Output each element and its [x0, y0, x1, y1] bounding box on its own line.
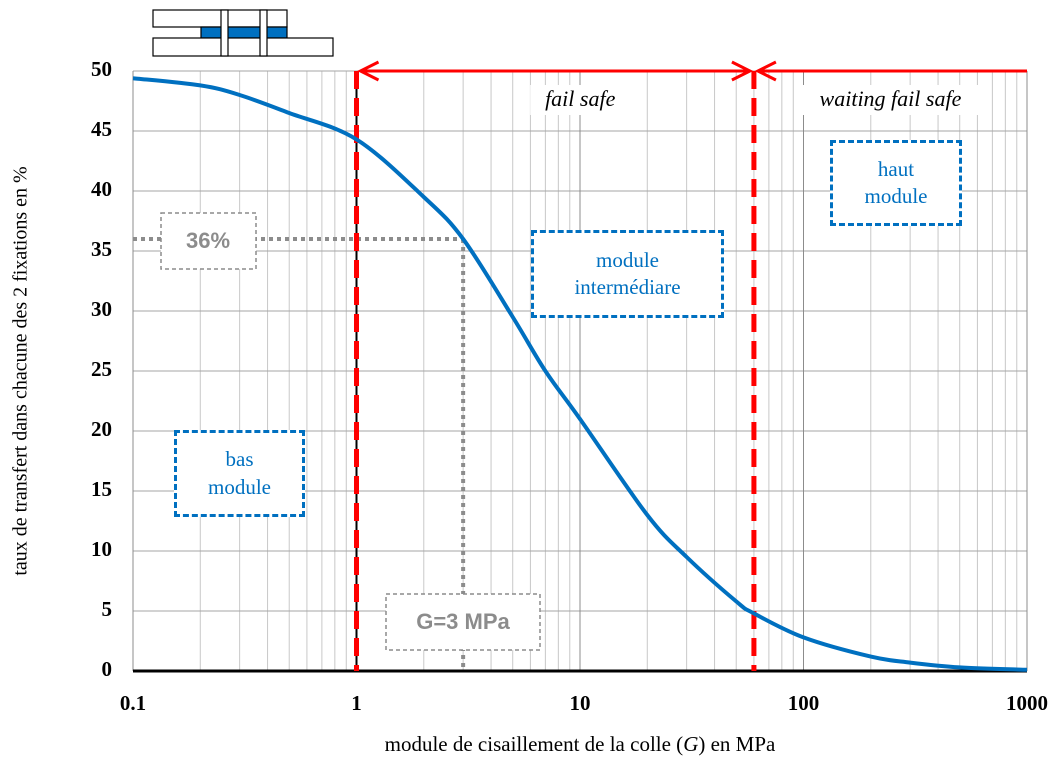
region-label: waiting fail safe	[820, 86, 962, 111]
x-tick-label: 1000	[1006, 691, 1048, 715]
y-tick-label: 25	[91, 357, 112, 381]
curve	[132, 76, 1028, 672]
box-line: intermédiare	[574, 275, 681, 299]
x-axis-label: module de cisaillement de la colle (G) e…	[385, 732, 776, 756]
reference-box	[160, 212, 257, 270]
x-axis-label-part: ) en MPa	[698, 732, 776, 756]
y-tick-label: 20	[91, 417, 112, 441]
y-tick-label: 30	[91, 297, 112, 321]
arrow-head	[731, 60, 754, 82]
reference-label: 36%	[186, 228, 230, 253]
x-tick-label: 10	[570, 691, 591, 715]
reference-label: G=3 MPa	[416, 609, 510, 634]
region-label-bg	[530, 85, 631, 115]
box-line: bas	[225, 447, 254, 472]
region-label: fail safe	[545, 86, 616, 111]
box-line: module	[208, 474, 271, 499]
y-tick-label: 35	[91, 237, 112, 261]
reference-box	[385, 593, 541, 651]
box-line: haut	[877, 156, 915, 181]
arrow-head	[754, 60, 777, 82]
arrow-head	[357, 60, 380, 82]
icon	[152, 9, 334, 57]
x-axis-label-part: module de cisaillement de la colle (	[385, 732, 684, 756]
y-tick-label: 5	[102, 597, 113, 621]
box-line: module	[864, 184, 928, 208]
y-tick-label: 50	[91, 57, 112, 81]
x-tick-label: 0.1	[120, 691, 146, 715]
region-label-bg	[795, 85, 986, 115]
annotation-box: haut module	[830, 140, 962, 226]
x-tick-label: 1	[351, 691, 362, 715]
y-tick-label: 0	[102, 657, 113, 681]
y-tick-label: 10	[91, 537, 112, 561]
x-tick-label: 100	[788, 691, 820, 715]
y-tick-label: 45	[91, 117, 112, 141]
y-axis-label: taux de transfert dans chacune des 2 fix…	[10, 166, 32, 575]
annotation-box: module intermédiare	[531, 230, 724, 318]
box-line: module	[596, 247, 659, 272]
y-tick-label: 15	[91, 477, 112, 501]
annotation-box: bas module	[174, 430, 305, 517]
x-axis-label-part: G	[683, 732, 698, 756]
y-tick-label: 40	[91, 177, 112, 201]
